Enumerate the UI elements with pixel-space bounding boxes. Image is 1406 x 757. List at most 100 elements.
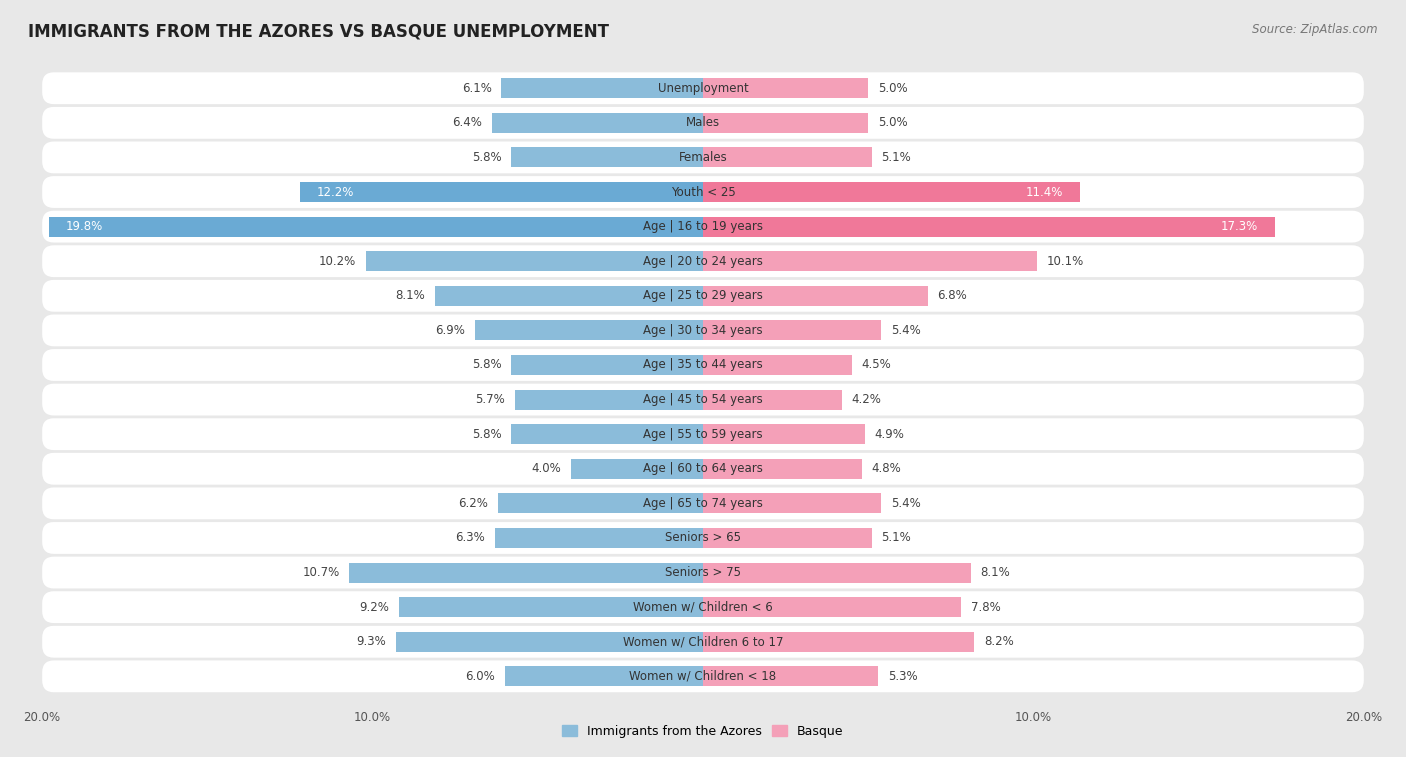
Bar <box>703 631 974 652</box>
Text: 6.9%: 6.9% <box>436 324 465 337</box>
Text: 11.4%: 11.4% <box>1026 185 1063 198</box>
Bar <box>703 148 872 167</box>
Text: 5.7%: 5.7% <box>475 393 505 406</box>
FancyBboxPatch shape <box>42 384 1364 416</box>
Bar <box>49 217 703 237</box>
Text: 12.2%: 12.2% <box>316 185 354 198</box>
Bar <box>703 320 882 341</box>
Bar <box>299 182 703 202</box>
Text: 10.2%: 10.2% <box>319 254 356 268</box>
Text: 5.1%: 5.1% <box>882 151 911 164</box>
Bar <box>703 78 868 98</box>
Bar <box>512 355 703 375</box>
FancyBboxPatch shape <box>42 419 1364 450</box>
FancyBboxPatch shape <box>42 453 1364 484</box>
Text: 7.8%: 7.8% <box>970 600 1001 614</box>
Bar <box>512 424 703 444</box>
Text: 8.1%: 8.1% <box>395 289 426 302</box>
FancyBboxPatch shape <box>42 314 1364 346</box>
Text: 10.1%: 10.1% <box>1046 254 1084 268</box>
Text: Age | 20 to 24 years: Age | 20 to 24 years <box>643 254 763 268</box>
Bar <box>515 390 703 410</box>
Text: Women w/ Children < 18: Women w/ Children < 18 <box>630 670 776 683</box>
FancyBboxPatch shape <box>42 556 1364 588</box>
Text: 9.3%: 9.3% <box>356 635 385 648</box>
Bar <box>703 251 1036 271</box>
Text: 4.2%: 4.2% <box>852 393 882 406</box>
Text: Youth < 25: Youth < 25 <box>671 185 735 198</box>
Bar <box>703 494 882 513</box>
Text: Unemployment: Unemployment <box>658 82 748 95</box>
Text: Women w/ Children 6 to 17: Women w/ Children 6 to 17 <box>623 635 783 648</box>
FancyBboxPatch shape <box>42 73 1364 104</box>
FancyBboxPatch shape <box>42 280 1364 312</box>
Bar <box>703 597 960 617</box>
Bar <box>366 251 703 271</box>
Bar <box>395 631 703 652</box>
Text: Females: Females <box>679 151 727 164</box>
Text: Seniors > 75: Seniors > 75 <box>665 566 741 579</box>
Text: 5.0%: 5.0% <box>879 82 908 95</box>
Text: 19.8%: 19.8% <box>65 220 103 233</box>
Text: 10.7%: 10.7% <box>302 566 339 579</box>
Bar <box>703 459 862 479</box>
Text: 5.8%: 5.8% <box>472 151 502 164</box>
Text: 5.1%: 5.1% <box>882 531 911 544</box>
Bar <box>492 113 703 133</box>
Bar <box>703 113 868 133</box>
Bar <box>505 666 703 687</box>
Text: 5.4%: 5.4% <box>891 324 921 337</box>
Bar <box>475 320 703 341</box>
Bar <box>703 182 1080 202</box>
Text: Age | 16 to 19 years: Age | 16 to 19 years <box>643 220 763 233</box>
Text: 5.8%: 5.8% <box>472 359 502 372</box>
Text: 5.0%: 5.0% <box>879 117 908 129</box>
Text: 6.8%: 6.8% <box>938 289 967 302</box>
Text: 6.1%: 6.1% <box>461 82 492 95</box>
Text: Age | 25 to 29 years: Age | 25 to 29 years <box>643 289 763 302</box>
Text: Women w/ Children < 6: Women w/ Children < 6 <box>633 600 773 614</box>
Text: Age | 45 to 54 years: Age | 45 to 54 years <box>643 393 763 406</box>
Bar <box>703 355 852 375</box>
FancyBboxPatch shape <box>42 210 1364 242</box>
Text: 17.3%: 17.3% <box>1220 220 1258 233</box>
Text: Source: ZipAtlas.com: Source: ZipAtlas.com <box>1253 23 1378 36</box>
Text: IMMIGRANTS FROM THE AZORES VS BASQUE UNEMPLOYMENT: IMMIGRANTS FROM THE AZORES VS BASQUE UNE… <box>28 23 609 41</box>
Bar <box>703 666 879 687</box>
Text: 9.2%: 9.2% <box>360 600 389 614</box>
Text: 4.8%: 4.8% <box>872 463 901 475</box>
Bar <box>498 494 703 513</box>
Text: 6.0%: 6.0% <box>465 670 495 683</box>
Legend: Immigrants from the Azores, Basque: Immigrants from the Azores, Basque <box>557 720 849 743</box>
Text: 6.4%: 6.4% <box>451 117 482 129</box>
Bar <box>703 285 928 306</box>
Text: 5.3%: 5.3% <box>889 670 918 683</box>
Bar <box>399 597 703 617</box>
Text: 4.5%: 4.5% <box>862 359 891 372</box>
Text: 5.8%: 5.8% <box>472 428 502 441</box>
Text: 8.2%: 8.2% <box>984 635 1014 648</box>
Bar <box>703 217 1275 237</box>
FancyBboxPatch shape <box>42 245 1364 277</box>
Text: Age | 35 to 44 years: Age | 35 to 44 years <box>643 359 763 372</box>
Text: 6.2%: 6.2% <box>458 497 488 510</box>
Bar <box>703 390 842 410</box>
Text: 6.3%: 6.3% <box>456 531 485 544</box>
Bar <box>495 528 703 548</box>
Bar <box>571 459 703 479</box>
FancyBboxPatch shape <box>42 349 1364 381</box>
Bar <box>512 148 703 167</box>
Text: 4.9%: 4.9% <box>875 428 904 441</box>
Bar <box>350 562 703 583</box>
Bar <box>502 78 703 98</box>
Text: 5.4%: 5.4% <box>891 497 921 510</box>
FancyBboxPatch shape <box>42 626 1364 658</box>
FancyBboxPatch shape <box>42 142 1364 173</box>
Bar <box>703 562 970 583</box>
Text: Males: Males <box>686 117 720 129</box>
Bar <box>703 528 872 548</box>
Bar <box>436 285 703 306</box>
FancyBboxPatch shape <box>42 660 1364 692</box>
FancyBboxPatch shape <box>42 488 1364 519</box>
Text: Age | 30 to 34 years: Age | 30 to 34 years <box>643 324 763 337</box>
